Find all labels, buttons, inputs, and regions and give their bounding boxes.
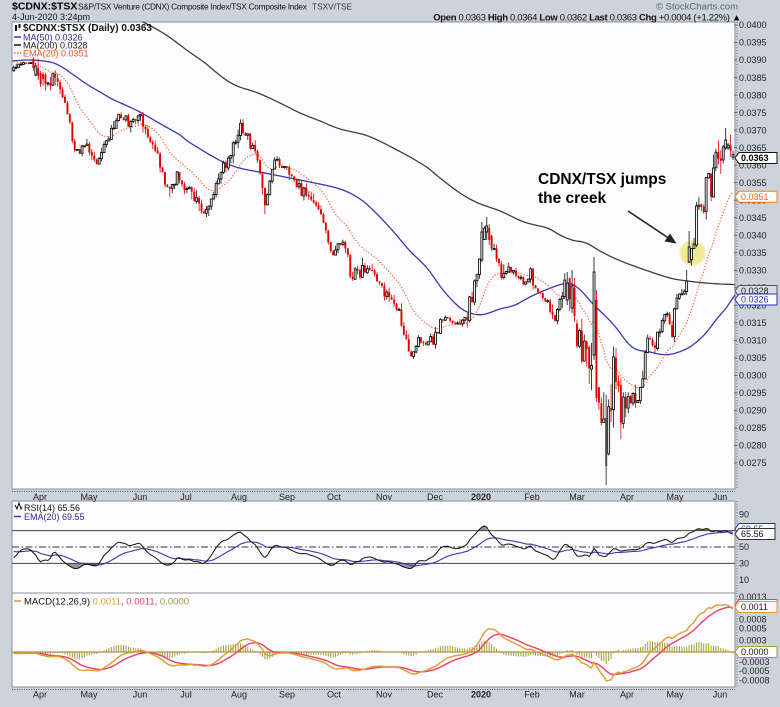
- svg-text:0.0345: 0.0345: [739, 213, 767, 223]
- svg-text:-0.0005: -0.0005: [739, 666, 770, 676]
- svg-text:MA(50) 0.0326: MA(50) 0.0326: [23, 33, 83, 43]
- svg-text:Sep: Sep: [279, 492, 295, 502]
- svg-text:S&P/TSX Venture (CDNX) Composi: S&P/TSX Venture (CDNX) Composite Index/T…: [78, 2, 308, 12]
- svg-text:0.0360: 0.0360: [739, 160, 767, 170]
- svg-text:May: May: [666, 492, 684, 502]
- svg-text:0.0013: 0.0013: [739, 592, 767, 602]
- svg-text:0.0300: 0.0300: [739, 371, 767, 381]
- svg-text:0.0305: 0.0305: [739, 353, 767, 363]
- svg-text:May: May: [666, 690, 684, 700]
- svg-text:0.0370: 0.0370: [739, 125, 767, 135]
- svg-text:May: May: [80, 492, 98, 502]
- svg-text:Nov: Nov: [376, 690, 393, 700]
- svg-text:0.0295: 0.0295: [739, 388, 767, 398]
- svg-text:65.56: 65.56: [741, 529, 764, 539]
- svg-text:0.0275: 0.0275: [739, 458, 767, 468]
- svg-text:$CDNX:$TSX: $CDNX:$TSX: [12, 1, 77, 13]
- svg-text:0.0326: 0.0326: [741, 295, 769, 305]
- svg-text:0.0310: 0.0310: [739, 336, 767, 346]
- svg-text:CDNX/TSX jumps: CDNX/TSX jumps: [538, 171, 666, 188]
- svg-text:50: 50: [739, 542, 749, 552]
- svg-text:Jul: Jul: [180, 492, 192, 502]
- svg-text:90: 90: [739, 509, 749, 519]
- svg-text:0.0005: 0.0005: [739, 624, 767, 634]
- svg-text:Jun: Jun: [133, 690, 148, 700]
- svg-text:$CDNX:$TSX (Daily) 0.0363: $CDNX:$TSX (Daily) 0.0363: [23, 23, 152, 34]
- svg-text:Mar: Mar: [569, 690, 585, 700]
- svg-text:-0.0008: -0.0008: [739, 676, 770, 686]
- svg-text:Aug: Aug: [231, 492, 247, 502]
- svg-text:Nov: Nov: [376, 492, 393, 502]
- svg-text:Mar: Mar: [569, 492, 585, 502]
- svg-text:RSI(14) 65.56: RSI(14) 65.56: [24, 503, 80, 513]
- svg-text:0.0000: 0.0000: [741, 647, 769, 657]
- svg-text:0.0351: 0.0351: [741, 192, 769, 202]
- svg-text:Sep: Sep: [279, 690, 295, 700]
- svg-text:0.0290: 0.0290: [739, 406, 767, 416]
- svg-text:May: May: [80, 690, 98, 700]
- svg-text:EMA(20) 69.55: EMA(20) 69.55: [24, 512, 85, 522]
- svg-text:0.0385: 0.0385: [739, 73, 767, 83]
- svg-text:0.0380: 0.0380: [739, 90, 767, 100]
- svg-text:2020: 2020: [471, 690, 491, 700]
- svg-text:Feb: Feb: [524, 492, 540, 502]
- svg-text:0.0355: 0.0355: [739, 178, 767, 188]
- svg-text:0.0328: 0.0328: [741, 286, 769, 296]
- svg-text:TSXV/TSE: TSXV/TSE: [312, 2, 353, 12]
- svg-text:0.0008: 0.0008: [739, 615, 767, 625]
- svg-text:30: 30: [739, 559, 749, 569]
- svg-text:0.0365: 0.0365: [739, 143, 767, 153]
- svg-text:Aug: Aug: [231, 690, 247, 700]
- svg-text:Apr: Apr: [33, 492, 47, 502]
- svg-text:Oct: Oct: [327, 492, 342, 502]
- svg-text:0.0400: 0.0400: [739, 20, 767, 30]
- svg-text:Oct: Oct: [327, 690, 342, 700]
- svg-text:-0.0003: -0.0003: [739, 657, 770, 667]
- svg-text:the creek: the creek: [538, 190, 606, 207]
- svg-text:0.0285: 0.0285: [739, 423, 767, 433]
- svg-text:MA(200) 0.0328: MA(200) 0.0328: [23, 41, 88, 51]
- svg-text:Dec: Dec: [427, 492, 444, 502]
- svg-text:© StockCharts.com: © StockCharts.com: [656, 2, 738, 13]
- svg-text:2020: 2020: [471, 492, 491, 502]
- svg-text:0.0340: 0.0340: [739, 230, 767, 240]
- svg-text:0.0335: 0.0335: [739, 248, 767, 258]
- svg-text:0.0395: 0.0395: [739, 38, 767, 48]
- svg-text:Jul: Jul: [180, 690, 192, 700]
- svg-text:Jun: Jun: [713, 690, 728, 700]
- svg-text:Apr: Apr: [620, 492, 634, 502]
- svg-text:EMA(20) 0.0351: EMA(20) 0.0351: [23, 49, 89, 59]
- svg-text:Apr: Apr: [620, 690, 634, 700]
- svg-text:4-Jun-2020 3:24pm: 4-Jun-2020 3:24pm: [12, 12, 90, 22]
- svg-text:10: 10: [739, 575, 749, 585]
- svg-text:0.0390: 0.0390: [739, 55, 767, 65]
- svg-text:0.0315: 0.0315: [739, 318, 767, 328]
- svg-text:Open 0.0363 High 0.0364 Low 0.: Open 0.0363 High 0.0364 Low 0.0362 Last …: [433, 13, 741, 24]
- svg-text:0.0375: 0.0375: [739, 108, 767, 118]
- svg-text:Jun: Jun: [133, 492, 148, 502]
- svg-text:Apr: Apr: [33, 690, 47, 700]
- svg-text:Jun: Jun: [713, 492, 728, 502]
- svg-text:0.0363: 0.0363: [741, 153, 769, 163]
- svg-text:0.0330: 0.0330: [739, 266, 767, 276]
- svg-text:0.0280: 0.0280: [739, 441, 767, 451]
- svg-text:Dec: Dec: [427, 690, 444, 700]
- svg-text:0.0003: 0.0003: [739, 636, 767, 646]
- svg-text:Feb: Feb: [524, 690, 540, 700]
- svg-text:MACD(12,26,9) 0.0011, 0.0011,: MACD(12,26,9) 0.0011, 0.0011, 0.0000: [24, 597, 189, 608]
- svg-text:0.0011: 0.0011: [741, 602, 768, 612]
